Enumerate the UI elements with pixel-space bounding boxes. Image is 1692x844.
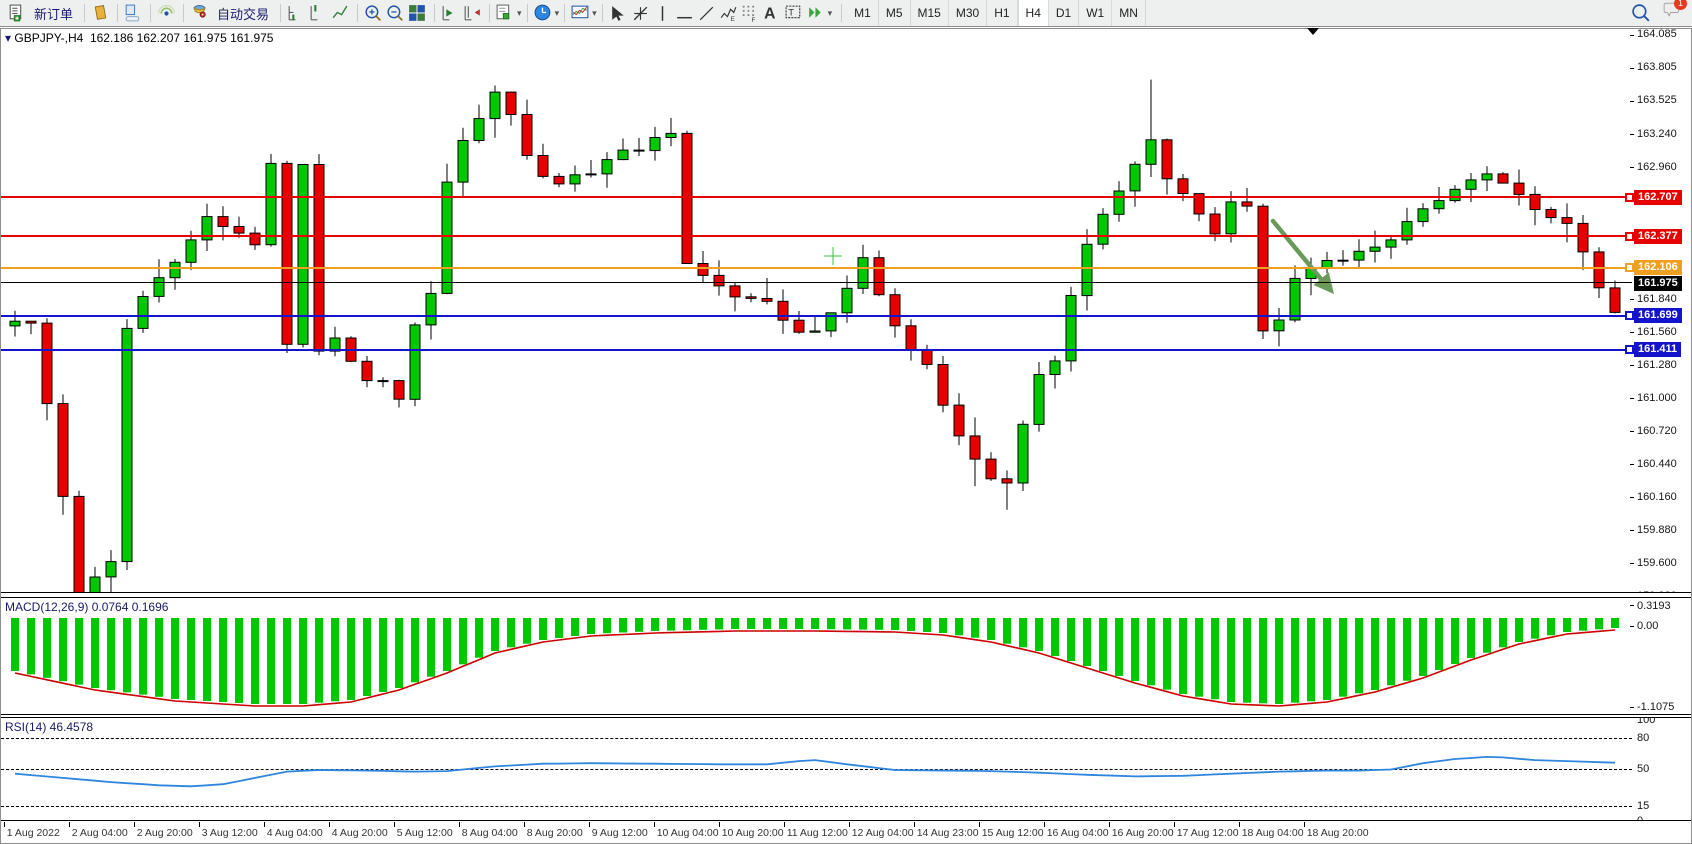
svg-text:T: T: [788, 7, 794, 18]
svg-text:F: F: [751, 16, 755, 23]
svg-text:A: A: [764, 5, 775, 22]
svg-text:E: E: [730, 15, 734, 22]
